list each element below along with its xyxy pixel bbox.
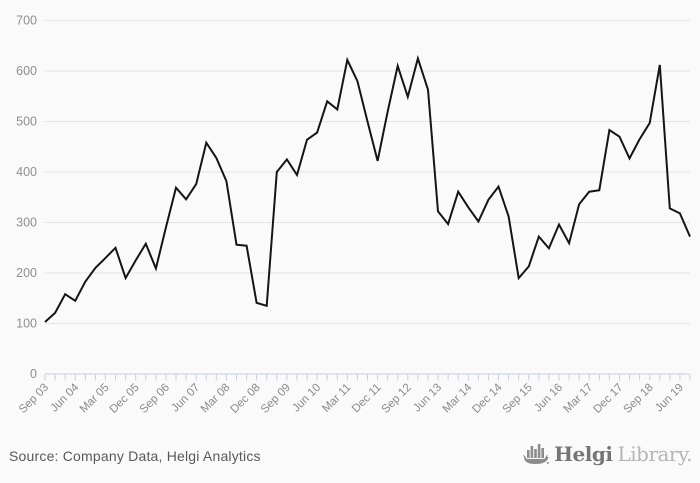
- x-axis-label: Jun 07: [169, 382, 202, 415]
- logo-text-helgi: Helgi: [554, 442, 613, 466]
- y-axis-labels: 0 100 200 300 400 500 600 700: [16, 14, 37, 382]
- y-axis-label: 300: [16, 216, 37, 230]
- x-axis-label: Jun 04: [48, 381, 81, 414]
- logo-text-library: Library.: [617, 442, 692, 466]
- y-axis-label: 500: [16, 115, 37, 129]
- x-axis-label: Jun 10: [290, 382, 323, 415]
- x-axis-label: Mar 08: [199, 382, 233, 416]
- x-axis-label: Sep 18: [622, 382, 656, 416]
- helgi-logo-boat-bars-icon: [523, 443, 549, 464]
- y-axis-label: 200: [16, 266, 37, 280]
- horizontal-gridlines: [45, 20, 690, 324]
- y-axis-label: 600: [16, 64, 37, 78]
- x-axis-label: Dec 08: [229, 382, 263, 416]
- x-axis-label: Dec 05: [108, 382, 142, 416]
- x-axis-label: Jun 13: [411, 382, 444, 415]
- x-axis-label: Sep 09: [259, 382, 293, 416]
- x-axis-label: Jun 19: [653, 382, 686, 415]
- x-axis-label: Mar 17: [562, 382, 596, 416]
- helgi-library-logo: Helgi Library.: [523, 442, 692, 466]
- y-axis-label: 0: [30, 367, 37, 381]
- x-axis-label: Dec 14: [470, 381, 505, 416]
- x-axis-label: Dec 11: [350, 382, 384, 416]
- x-axis-label: Sep 15: [501, 382, 535, 416]
- y-axis-label: 100: [16, 317, 37, 331]
- y-axis-label: 700: [16, 14, 37, 28]
- x-axis-label: Sep 12: [380, 382, 414, 416]
- x-axis-label: Sep 06: [138, 382, 172, 416]
- x-axis-label: Mar 05: [78, 382, 112, 416]
- y-axis-label: 400: [16, 165, 37, 179]
- x-axis-label: Sep 03: [17, 382, 51, 416]
- data-series-line: [44, 54, 691, 323]
- source-caption: Source: Company Data, Helgi Analytics: [9, 448, 261, 464]
- x-axis-label: Mar 14: [441, 381, 475, 415]
- x-axis-label: Jun 16: [532, 382, 565, 415]
- x-axis-label: Mar 11: [320, 382, 353, 415]
- x-axis-line-and-ticks: [44, 373, 691, 381]
- x-axis-label: Dec 17: [591, 382, 625, 416]
